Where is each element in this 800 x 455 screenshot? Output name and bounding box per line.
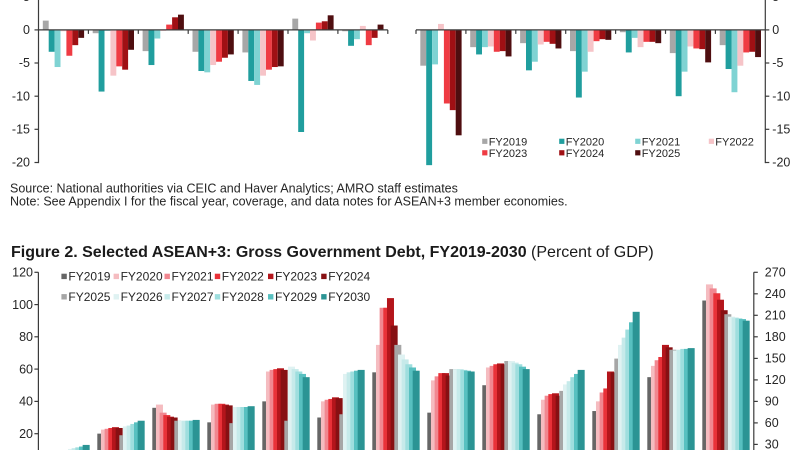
svg-text:FY2025: FY2025 (68, 290, 110, 304)
svg-text:FY2030: FY2030 (328, 290, 370, 304)
svg-text:40: 40 (19, 395, 33, 409)
svg-text:60: 60 (19, 362, 33, 376)
svg-text:-5: -5 (772, 56, 783, 70)
svg-text:Figure 2. Selected ASEAN+3: Gr: Figure 2. Selected ASEAN+3: Gross Govern… (11, 244, 654, 261)
svg-text:30: 30 (765, 438, 779, 450)
svg-text:FY2021: FY2021 (172, 270, 214, 284)
svg-text:-5: -5 (19, 56, 30, 70)
svg-text:Source: National authorities v: Source: National authorities via CEIC an… (10, 181, 458, 195)
svg-text:FY2019: FY2019 (68, 270, 110, 284)
svg-text:120: 120 (765, 373, 786, 387)
svg-text:0: 0 (23, 23, 30, 37)
svg-text:240: 240 (765, 287, 786, 301)
svg-text:-15: -15 (772, 123, 790, 137)
svg-text:100: 100 (12, 298, 33, 312)
svg-text:120: 120 (12, 266, 33, 280)
svg-text:180: 180 (765, 330, 786, 344)
svg-text:-15: -15 (12, 123, 30, 137)
svg-text:210: 210 (765, 309, 786, 323)
svg-text:FY2021: FY2021 (642, 136, 681, 148)
svg-text:20: 20 (19, 427, 33, 441)
svg-text:0: 0 (772, 23, 779, 37)
svg-text:FY2024: FY2024 (566, 148, 605, 160)
svg-text:-20: -20 (772, 156, 790, 170)
svg-text:FY2023: FY2023 (489, 148, 528, 160)
svg-text:-10: -10 (12, 89, 30, 103)
svg-text:270: 270 (765, 266, 786, 280)
svg-text:FY2022: FY2022 (715, 136, 754, 148)
svg-text:80: 80 (19, 330, 33, 344)
svg-text:FY2024: FY2024 (328, 270, 370, 284)
svg-text:5: 5 (23, 0, 30, 4)
svg-text:5: 5 (772, 0, 779, 4)
svg-text:-10: -10 (772, 89, 790, 103)
svg-text:FY2029: FY2029 (275, 290, 317, 304)
svg-text:FY2028: FY2028 (222, 290, 264, 304)
svg-text:FY2023: FY2023 (275, 270, 317, 284)
svg-text:FY2019: FY2019 (489, 136, 528, 148)
svg-text:FY2020: FY2020 (566, 136, 605, 148)
svg-text:Note: See Appendix I for the f: Note: See Appendix I for the fiscal year… (10, 195, 568, 209)
svg-text:FY2025: FY2025 (642, 148, 681, 160)
svg-text:FY2022: FY2022 (222, 270, 264, 284)
svg-text:150: 150 (765, 352, 786, 366)
svg-text:FY2020: FY2020 (121, 270, 163, 284)
svg-text:-20: -20 (12, 156, 30, 170)
svg-text:60: 60 (765, 416, 779, 430)
svg-text:FY2026: FY2026 (121, 290, 163, 304)
svg-text:90: 90 (765, 395, 779, 409)
svg-text:FY2027: FY2027 (172, 290, 214, 304)
